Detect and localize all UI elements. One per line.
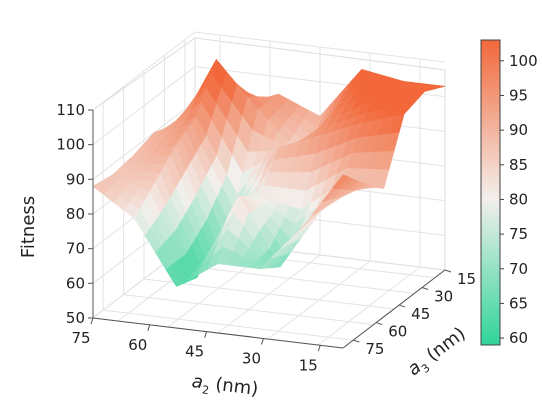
z-tick-label: 80 [66, 205, 85, 223]
z-gridline [92, 31, 446, 111]
y-gridline [143, 71, 395, 310]
colorbar-ticks: 60 65 70 75 80 85 90 95 100 [500, 52, 538, 347]
y-tick-label: 30 [434, 288, 453, 306]
colorbar-gradient [480, 39, 501, 346]
colorbar-tick-label: 70 [509, 260, 528, 278]
y-tick-label: 15 [457, 270, 476, 288]
colorbar-tick-label: 80 [509, 190, 528, 208]
z-tick-label: 60 [66, 274, 85, 292]
colorbar: 60 65 70 75 80 85 90 95 100 [480, 39, 538, 347]
y-tick-label: 45 [411, 305, 430, 323]
surface-patch [332, 174, 349, 189]
y-axis-label: a3 (nm) [404, 323, 472, 382]
fitness-surface [92, 58, 446, 287]
x-tick-mark [90, 317, 94, 325]
z-tick-label: 70 [66, 240, 85, 258]
y-tick-label: 75 [365, 340, 384, 358]
x-tick-label: 75 [71, 329, 90, 347]
x-tick-mark [260, 338, 264, 345]
x-tick-mark [204, 331, 208, 338]
colorbar-tick-label: 95 [509, 86, 528, 104]
x-axis-label-sub: 2 [201, 383, 210, 397]
y-tick-mark [421, 287, 429, 291]
y-tick-mark [376, 322, 383, 326]
x-axis-label-var: a [191, 371, 205, 393]
colorbar-tick-label: 75 [509, 225, 528, 243]
z-tick-label: 100 [56, 136, 85, 154]
z-tick-label: 110 [56, 101, 85, 119]
colorbar-tick-label: 100 [509, 52, 538, 70]
x-gridline [317, 59, 421, 346]
x-tick-label: 45 [185, 343, 204, 361]
y-gridline [102, 102, 354, 341]
y-tick-mark [398, 304, 406, 308]
y-axis-label-unit: (nm) [418, 323, 470, 369]
x-tick-mark [147, 324, 151, 331]
y-tick-mark [353, 339, 360, 343]
z-tick-labels: 50 60 70 80 90 100 110 [56, 101, 93, 327]
y-tick-label: 60 [388, 323, 407, 341]
colorbar-tick-label: 65 [509, 294, 528, 312]
y-tick-mark [444, 269, 452, 273]
z-tick-label: 50 [66, 309, 85, 327]
x-tick-label: 15 [299, 356, 318, 374]
z-tick-label: 90 [66, 170, 85, 188]
x-tick-labels: 75 60 45 30 15 [71, 317, 321, 374]
colorbar-tick-label: 60 [509, 329, 528, 347]
colorbar-tick-label: 90 [509, 121, 528, 139]
y-axis-line [342, 269, 446, 349]
z-axis-label: Fitness [18, 196, 39, 258]
x-axis-label-unit: (nm) [209, 373, 260, 400]
x-tick-label: 60 [128, 336, 147, 354]
x-tick-label: 30 [242, 349, 261, 367]
y-gridline [123, 86, 374, 326]
x-axis-line [92, 317, 344, 349]
x-tick-mark [317, 345, 321, 352]
x-axis-label: a2 (nm) [190, 371, 259, 403]
colorbar-tick-label: 85 [509, 156, 528, 174]
